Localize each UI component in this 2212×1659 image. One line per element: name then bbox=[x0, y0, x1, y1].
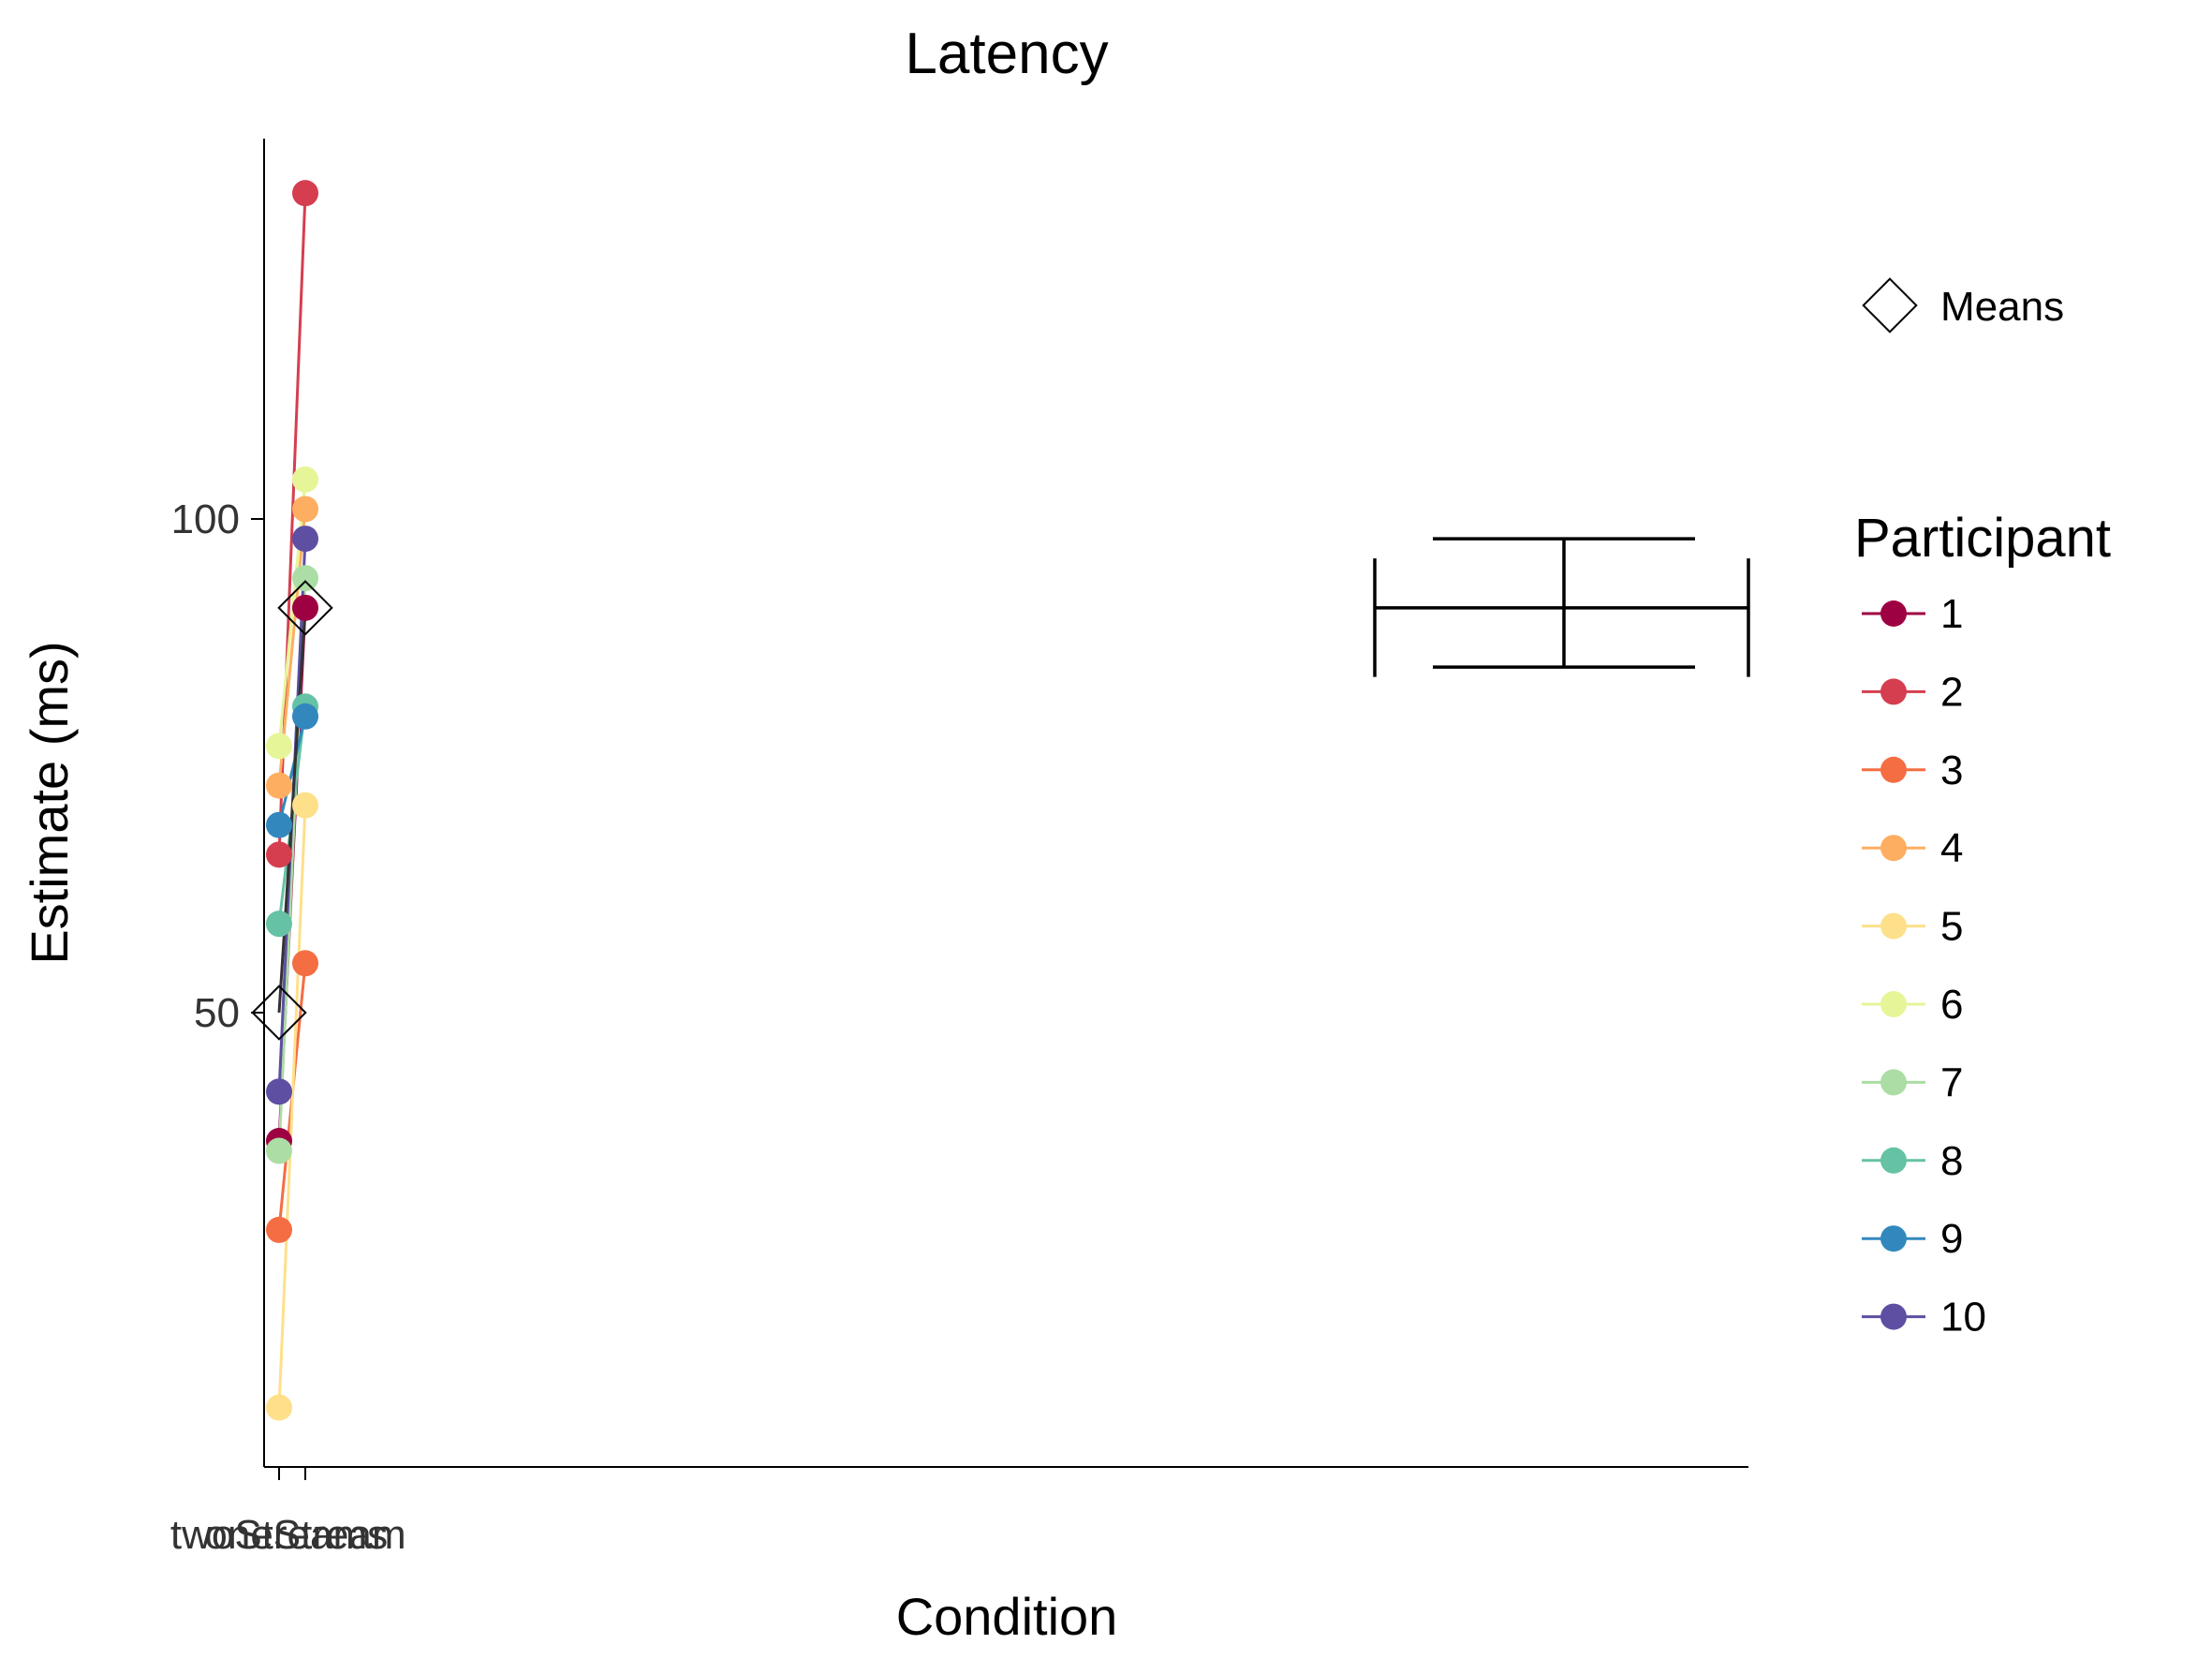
chart-title: Latency bbox=[905, 22, 1108, 86]
data-point-p7-twoStreams bbox=[266, 1137, 292, 1164]
legend-items: 1 2 3 4 5 6 7 8 9 10 bbox=[1862, 591, 1986, 1341]
series-line-6 bbox=[277, 479, 307, 747]
data-point-p10-twoStreams bbox=[266, 1078, 292, 1105]
mean-diamond-oneStream bbox=[277, 580, 333, 636]
data-point-p9-oneStream bbox=[292, 703, 318, 730]
data-point-p1-oneStream bbox=[292, 594, 318, 621]
data-point-p6-oneStream bbox=[292, 466, 318, 493]
data-point-p8-twoStreams bbox=[266, 911, 292, 938]
legend-label-7: 7 bbox=[1940, 1059, 1963, 1105]
legend-marker-2 bbox=[1880, 678, 1907, 705]
legend-label-9: 9 bbox=[1940, 1216, 1963, 1262]
plot-area bbox=[251, 180, 333, 1421]
x-axis-title: Condition bbox=[896, 1587, 1118, 1646]
series-line-9 bbox=[277, 716, 307, 826]
data-point-p7-oneStream bbox=[292, 565, 318, 592]
legend-marker-9 bbox=[1880, 1225, 1907, 1252]
legend: Means Participant 1 2 3 4 5 6 7 8 9 10 bbox=[1854, 277, 2111, 1341]
legend-means-label: Means bbox=[1940, 284, 2064, 330]
data-point-p4-oneStream bbox=[292, 496, 318, 523]
legend-marker-10 bbox=[1880, 1303, 1907, 1330]
legend-marker-7 bbox=[1880, 1069, 1907, 1096]
y-tick-label: 100 bbox=[171, 496, 240, 542]
legend-marker-6 bbox=[1880, 991, 1907, 1017]
legend-label-1: 1 bbox=[1940, 591, 1963, 637]
data-point-p10-oneStream bbox=[292, 526, 318, 553]
data-point-p3-twoStreams bbox=[266, 1216, 292, 1243]
y-axis-title: Estimate (ms) bbox=[20, 641, 79, 964]
legend-title: Participant bbox=[1854, 508, 2111, 569]
legend-label-4: 4 bbox=[1940, 825, 1963, 871]
legend-means-diamond bbox=[1862, 277, 1918, 333]
legend-label-6: 6 bbox=[1940, 982, 1963, 1028]
x-tick-label-oneStream: oneStream bbox=[204, 1512, 406, 1558]
data-point-p4-twoStreams bbox=[266, 772, 292, 799]
legend-label-8: 8 bbox=[1940, 1138, 1963, 1184]
legend-label-3: 3 bbox=[1940, 748, 1963, 793]
legend-label-5: 5 bbox=[1940, 904, 1963, 950]
data-point-p2-twoStreams bbox=[266, 841, 292, 868]
legend-label-2: 2 bbox=[1940, 669, 1963, 715]
error-bars bbox=[1373, 537, 1750, 677]
legend-marker-4 bbox=[1880, 835, 1907, 862]
legend-marker-3 bbox=[1880, 756, 1907, 783]
legend-marker-1 bbox=[1880, 600, 1907, 627]
y-tick-label: 50 bbox=[194, 990, 240, 1036]
data-point-p3-oneStream bbox=[292, 950, 318, 977]
mean-diamond-twoStreams bbox=[251, 985, 307, 1041]
legend-marker-8 bbox=[1880, 1147, 1907, 1174]
means-line bbox=[277, 607, 307, 1014]
y-axis-ticks: 50 100 bbox=[171, 496, 264, 1036]
data-point-p5-twoStreams bbox=[266, 1394, 292, 1421]
data-point-p9-twoStreams bbox=[266, 811, 292, 838]
legend-marker-5 bbox=[1880, 912, 1907, 940]
series-line-5 bbox=[277, 805, 307, 1408]
data-point-p2-oneStream bbox=[292, 180, 318, 207]
x-tick-label-twoStreams: twoStreams bbox=[170, 1512, 388, 1558]
data-point-p5-oneStream bbox=[292, 792, 318, 819]
data-point-p6-twoStreams bbox=[266, 733, 292, 760]
legend-label-10: 10 bbox=[1940, 1295, 1986, 1341]
